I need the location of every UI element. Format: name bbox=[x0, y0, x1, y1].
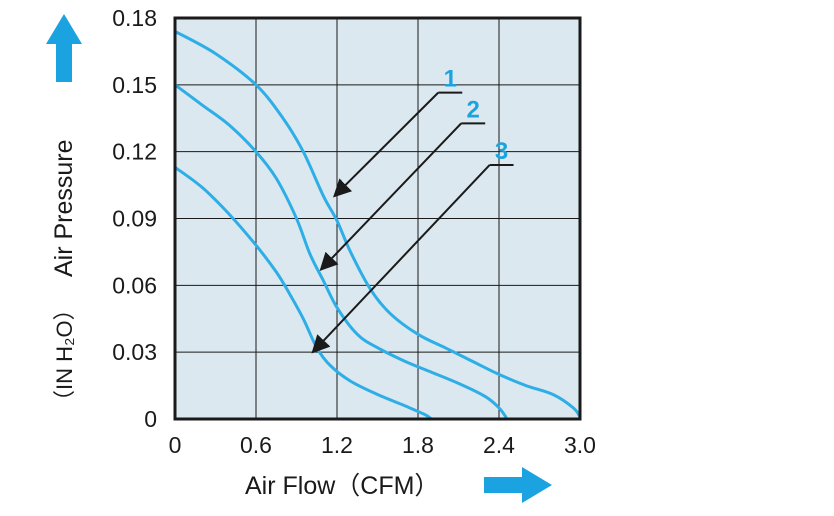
curve-label-2: 2 bbox=[467, 96, 480, 123]
x-tick-label: 1.8 bbox=[402, 432, 434, 458]
series-layer bbox=[173, 29, 582, 421]
annotation-arrow-3 bbox=[311, 164, 491, 354]
right-arrow-icon bbox=[484, 467, 552, 503]
y-tick-label: 0.06 bbox=[112, 272, 157, 298]
y-tick-label: 0.15 bbox=[112, 72, 157, 98]
curve-label-1: 1 bbox=[444, 66, 457, 93]
x-tick-label: 0.6 bbox=[240, 432, 272, 458]
y-axis-label: Air Pressure bbox=[50, 139, 78, 277]
up-arrow-icon bbox=[46, 14, 82, 82]
annotation-layer: 123 bbox=[311, 66, 514, 354]
x-tick-label: 1.2 bbox=[321, 432, 353, 458]
curve-label-3: 3 bbox=[495, 138, 508, 165]
series-line-3 bbox=[173, 165, 433, 421]
x-axis-label: Air Flow（CFM） bbox=[245, 472, 439, 500]
y-tick-label: 0 bbox=[144, 406, 157, 432]
series-line-2 bbox=[173, 83, 508, 419]
y-tick-label: 0.09 bbox=[112, 206, 157, 232]
x-tick-label: 2.4 bbox=[483, 432, 515, 458]
plot-frame bbox=[173, 16, 582, 421]
annotation-arrow-1 bbox=[333, 91, 439, 198]
y-tick-label: 0.12 bbox=[112, 139, 157, 165]
y-axis-unit: （IN H₂O） bbox=[52, 298, 77, 412]
y-tick-label: 0.03 bbox=[112, 339, 157, 365]
annotation-arrow-2 bbox=[319, 122, 462, 272]
y-tick-labels: 0 0.03 0.06 0.09 0.12 0.15 0.18 bbox=[112, 5, 157, 432]
series-line-1 bbox=[173, 29, 582, 419]
x-tick-label: 0 bbox=[169, 432, 182, 458]
y-tick-label: 0.18 bbox=[112, 5, 157, 31]
x-tick-label: 3.0 bbox=[564, 432, 596, 458]
x-tick-labels: 0 0.6 1.2 1.8 2.4 3.0 bbox=[169, 432, 596, 458]
